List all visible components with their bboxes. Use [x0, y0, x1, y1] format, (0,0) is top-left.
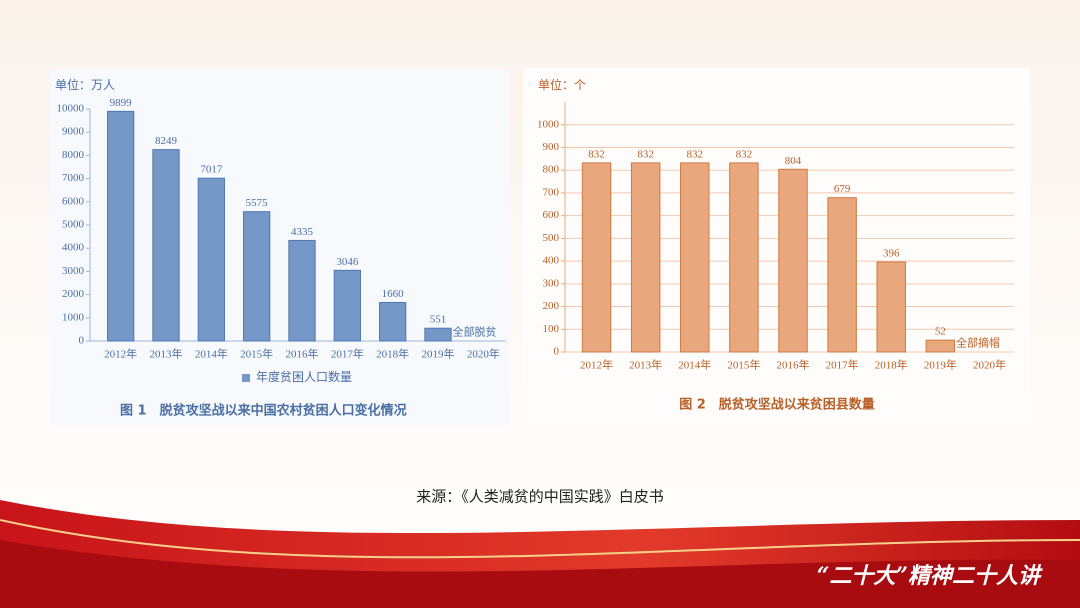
unit-label: 单位：个	[538, 77, 586, 92]
bar	[729, 162, 759, 353]
y-tick-label: 600	[543, 209, 560, 221]
legend-swatch	[242, 374, 250, 382]
bar	[243, 211, 271, 342]
gold-line	[0, 519, 1080, 559]
x-tick-label: 2017年	[331, 347, 364, 361]
y-tick-label: 7000	[62, 172, 85, 184]
bar	[680, 162, 710, 353]
bar	[581, 162, 612, 353]
x-tick-label: 2016年	[286, 347, 319, 361]
bar	[424, 327, 452, 342]
x-tick-label: 2019年	[924, 358, 957, 372]
bar	[333, 269, 361, 342]
y-tick-label: 3000	[62, 265, 85, 277]
data-label: 8249	[155, 135, 178, 147]
x-tick-label: 2016年	[777, 358, 810, 372]
y-tick-label: 8000	[62, 149, 85, 161]
bar	[925, 339, 956, 353]
y-tick-label: 9000	[62, 126, 85, 138]
bar	[379, 301, 407, 342]
data-label: 832	[687, 148, 704, 160]
red-swoosh-dark	[0, 540, 1080, 608]
x-tick-label: 2017年	[826, 358, 859, 372]
bar	[288, 239, 316, 342]
y-tick-label: 1000	[537, 118, 560, 130]
x-tick-label: 2012年	[580, 358, 613, 372]
x-tick-label: 2020年	[973, 358, 1006, 372]
y-tick-label: 200	[543, 300, 560, 312]
y-tick-label: 0	[554, 346, 560, 358]
data-label: 7017	[200, 164, 223, 176]
x-tick-label: 2020年	[467, 347, 500, 361]
x-tick-label: 2019年	[422, 347, 455, 361]
data-label: 3046	[336, 256, 359, 268]
x-tick-label: 2014年	[678, 358, 711, 372]
data-label: 832	[736, 148, 753, 160]
y-tick-label: 0	[79, 335, 85, 347]
x-tick-label: 2013年	[150, 347, 183, 361]
y-tick-label: 1000	[62, 311, 85, 323]
data-label: 52	[935, 326, 946, 338]
data-label: 5575	[246, 197, 269, 209]
data-label: 804	[785, 155, 802, 167]
x-tick-label: 2018年	[376, 347, 409, 361]
x-tick-label: 2012年	[104, 347, 137, 361]
source: 来源：《人类减贫的中国实践》白皮书	[416, 488, 664, 506]
y-tick-label: 2000	[62, 288, 85, 300]
unit-label: 单位：万人	[55, 77, 115, 92]
bar	[630, 162, 661, 353]
y-tick-label: 4000	[62, 242, 85, 254]
data-label: 4335	[291, 226, 314, 238]
x-tick-label: 2015年	[240, 347, 273, 361]
data-label: 1660	[382, 288, 405, 300]
data-label: 396	[883, 248, 900, 260]
data-label: 832	[637, 148, 654, 160]
data-label: 832	[588, 148, 605, 160]
bar	[197, 177, 225, 342]
bar	[107, 110, 135, 342]
annotation: 全部摘帽	[956, 336, 1000, 350]
y-tick-label: 500	[543, 232, 560, 244]
chart-title: 图 1 脱贫攻坚战以来中国农村贫困人口变化情况	[120, 403, 407, 419]
y-tick-label: 5000	[62, 219, 85, 231]
y-tick-label: 900	[543, 141, 560, 153]
x-tick-label: 2015年	[727, 358, 760, 372]
bar	[152, 149, 180, 342]
legend-label: 年度贫困人口数量	[256, 369, 352, 384]
data-label: 551	[430, 314, 447, 326]
bar	[827, 197, 857, 353]
chart-title: 图 2 脱贫攻坚战以来贫困县数量	[679, 397, 875, 413]
y-tick-label: 300	[543, 277, 560, 289]
x-tick-label: 2013年	[629, 358, 662, 372]
y-tick-label: 800	[543, 164, 560, 176]
footer-title: “二十大”精神二十人讲	[817, 563, 1043, 589]
data-label: 9899	[110, 97, 133, 109]
bar	[876, 261, 906, 353]
y-tick-label: 700	[543, 186, 560, 198]
x-tick-label: 2014年	[195, 347, 228, 361]
bar	[778, 168, 808, 353]
y-tick-label: 100	[543, 323, 560, 335]
x-tick-label: 2018年	[875, 358, 908, 372]
y-tick-label: 10000	[57, 103, 85, 115]
y-tick-label: 400	[543, 255, 560, 267]
annotation: 全部脱贫	[453, 325, 497, 339]
data-label: 679	[834, 183, 851, 195]
y-tick-label: 6000	[62, 195, 85, 207]
